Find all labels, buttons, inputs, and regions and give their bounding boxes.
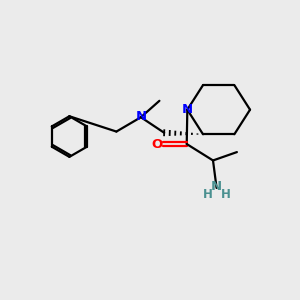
Text: H: H [220,188,230,201]
Text: O: O [152,137,163,151]
Text: N: N [182,103,193,116]
Text: N: N [135,110,146,122]
Text: H: H [203,188,213,201]
Text: N: N [211,180,222,193]
